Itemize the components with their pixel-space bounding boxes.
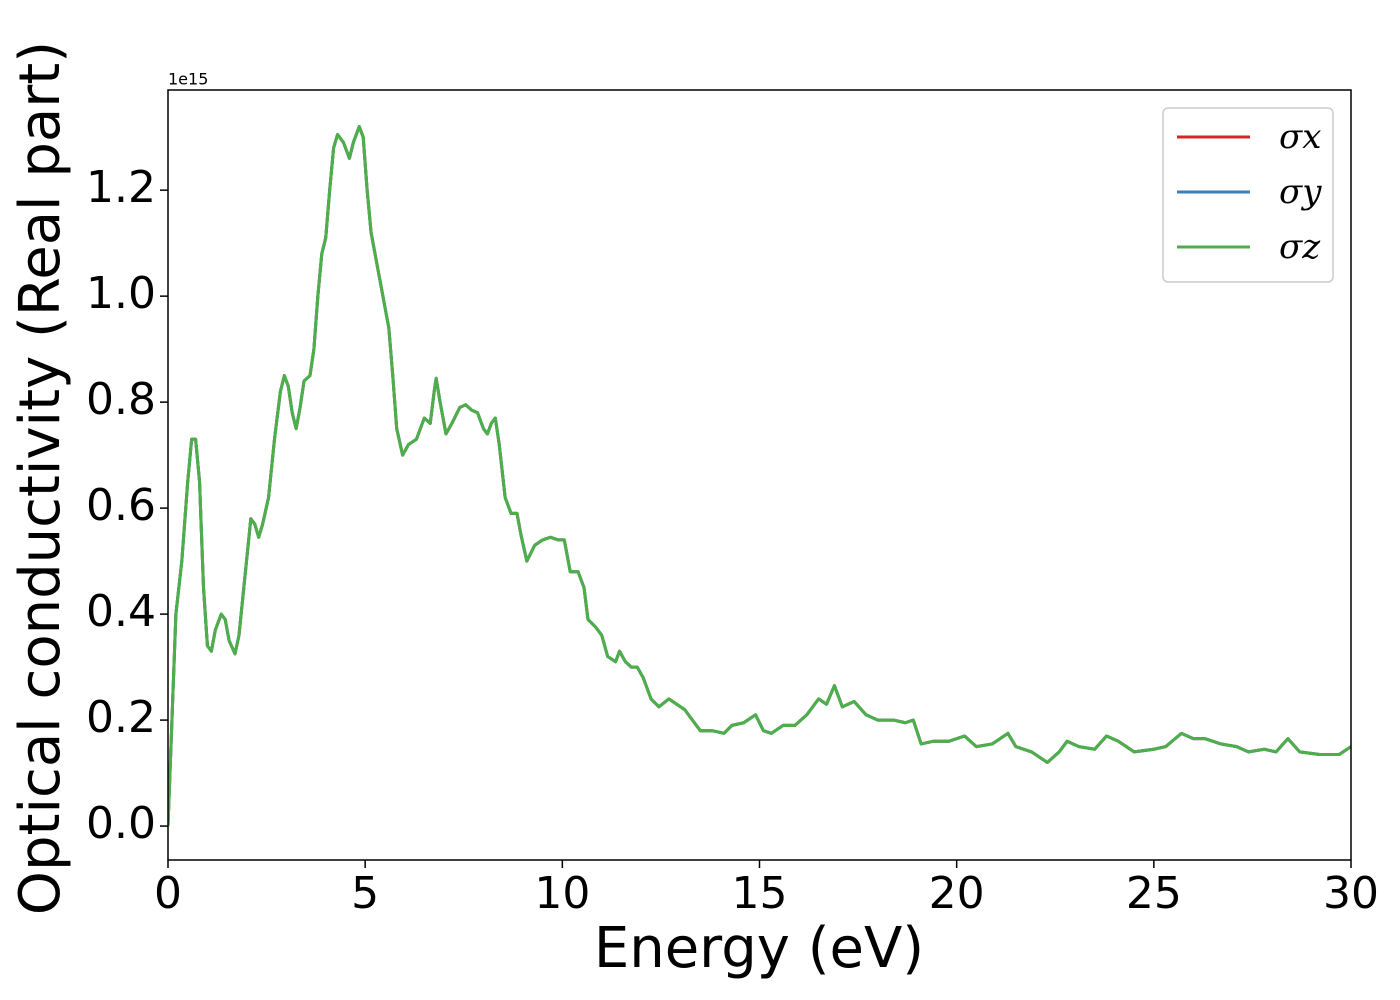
y-tick-label: 0.8 xyxy=(86,374,156,425)
y-tick-label: 1.0 xyxy=(86,268,156,319)
y-tick-label: 0.0 xyxy=(86,798,156,849)
x-tick-label: 5 xyxy=(351,868,379,919)
x-tick-label: 25 xyxy=(1126,868,1182,919)
x-tick-label: 0 xyxy=(154,868,182,919)
x-tick-label: 30 xyxy=(1323,868,1379,919)
legend-label: σz xyxy=(1279,227,1321,267)
y-offset-label: 1e15 xyxy=(168,70,208,89)
legend-box xyxy=(1162,107,1334,283)
series-line xyxy=(168,125,1351,827)
y-tick-label: 0.4 xyxy=(86,586,156,637)
y-tick-label: 0.6 xyxy=(86,480,156,531)
plot-frame xyxy=(167,89,1352,861)
x-tick-label: 10 xyxy=(534,868,590,919)
x-tick-label: 15 xyxy=(732,868,788,919)
x-axis-label: Energy (eV) xyxy=(594,916,924,981)
y-tick-label: 1.2 xyxy=(86,162,156,213)
legend-label: σx xyxy=(1279,117,1321,157)
y-axis-label: Optical conductivity (Real part) xyxy=(8,41,73,915)
legend-label: σy xyxy=(1279,172,1322,212)
y-tick-label: 0.2 xyxy=(86,692,156,743)
x-tick-label: 20 xyxy=(929,868,985,919)
